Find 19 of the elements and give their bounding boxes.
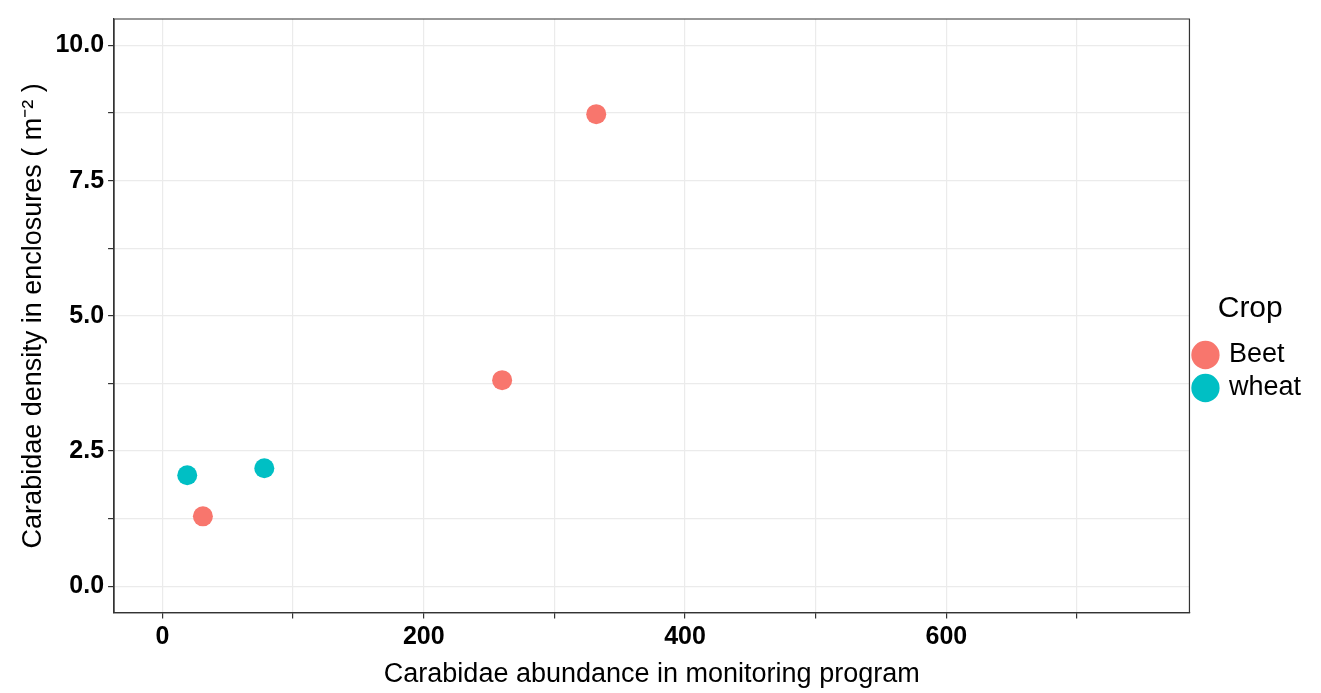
- point: [492, 370, 513, 391]
- point: [192, 506, 213, 527]
- legend-label: Beet: [1228, 338, 1285, 369]
- x-tick-label: 400: [664, 621, 706, 650]
- legend-title: Crop: [1217, 289, 1283, 323]
- x-tick-label: 0: [155, 621, 170, 650]
- y-tick-label: 7.5: [69, 164, 105, 193]
- y-tick-label: 2.5: [69, 434, 105, 463]
- legend-label: wheat: [1227, 371, 1302, 402]
- point: [254, 458, 275, 479]
- y-tick-label: 5.0: [69, 299, 105, 328]
- point: [586, 104, 607, 125]
- x-axis-title: Carabidae abundance in monitoring program: [383, 658, 920, 689]
- y-axis-title: Carabidae density in enclosures ( m⁻² ): [16, 83, 47, 549]
- y-tick-label: 10.0: [55, 29, 105, 58]
- x-tick-label: 200: [402, 621, 445, 650]
- x-tick-label: 600: [925, 621, 968, 650]
- y-tick-label: 0.0: [69, 570, 105, 598]
- point: [177, 465, 198, 486]
